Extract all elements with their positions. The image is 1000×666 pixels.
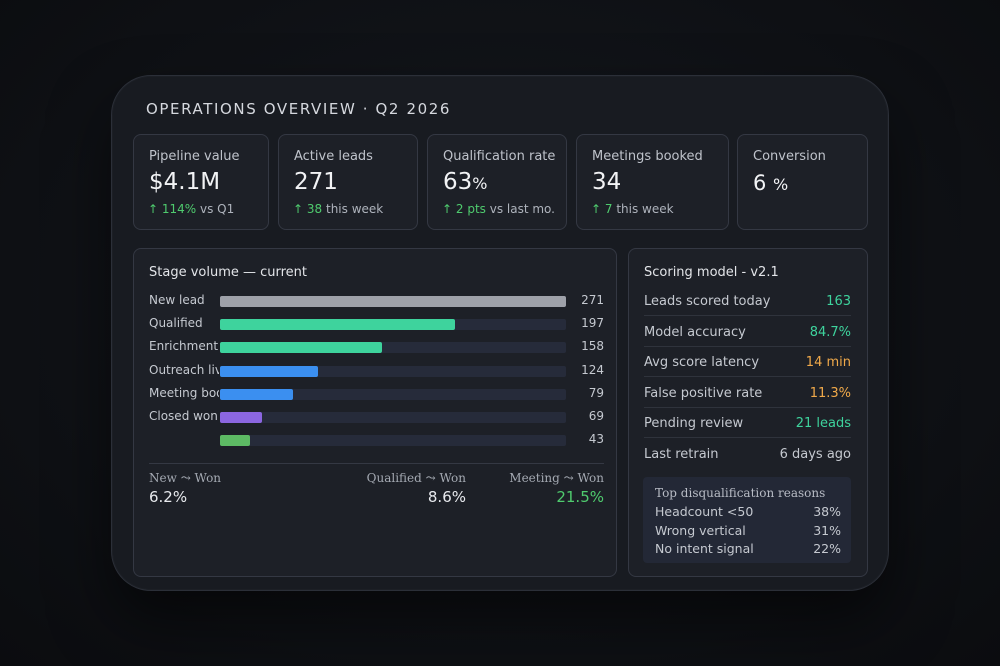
reason-name: Headcount <50: [655, 504, 754, 519]
kpi-delta: ↑ 2 pts vs last mo.: [442, 202, 555, 216]
reason-percent: 22%: [813, 541, 841, 556]
kpi-label: Active leads: [294, 149, 373, 164]
stage-volume-card: Stage volume — current New lead 271 Qualif…: [133, 248, 617, 577]
stage-name: Enrichment: [149, 339, 219, 354]
kpi-value: 6 %: [753, 171, 789, 195]
stage-count: 271: [581, 293, 604, 307]
page-title: OPERATIONS OVERVIEW · Q2 2026: [146, 100, 452, 118]
stage-bar: [220, 365, 318, 377]
reason-name: Wrong vertical: [655, 522, 746, 538]
stage-count: 197: [581, 316, 604, 331]
stage-count: 69: [588, 409, 604, 423]
stage-bar: [220, 319, 455, 331]
metric-row: Model accuracy 84.7%: [644, 317, 851, 347]
stage-bar-track: [220, 319, 566, 331]
stage-bar-track: [220, 412, 566, 423]
kpi-label: Conversion: [753, 149, 826, 164]
divider: [149, 463, 604, 464]
stage-volume-title: Stage volume — current: [149, 265, 308, 280]
arrow-up-icon: ↑: [293, 202, 304, 216]
arrow-up-icon: ↑: [442, 202, 453, 216]
stage-bar: [220, 412, 262, 423]
stage-row: Meeting booked 79: [149, 386, 604, 402]
kpi-value: $4.1M: [149, 169, 221, 195]
kpi-label: Pipeline value: [149, 149, 240, 164]
stage-bar-track: [220, 342, 566, 354]
stage-row: 43: [149, 432, 604, 448]
stage-bar-track: [220, 296, 566, 307]
metric-value: 14 min: [805, 355, 851, 371]
kpi-card-pipeline-value: Pipeline value $4.1M ↑ 114% vs Q1: [133, 134, 269, 230]
stage-bar: [220, 342, 383, 354]
kpi-delta: ↑ 38 this week: [293, 202, 384, 216]
metric-name: Leads scored today: [644, 294, 771, 309]
disqualification-reasons-box: Top disqualification reasons Headcount <…: [643, 477, 851, 563]
stage-name: Meeting booked: [149, 385, 219, 400]
stage-bar: [220, 388, 293, 400]
stage-count: 158: [581, 339, 604, 354]
conversion-qualified-to-won: Qualified ⤳ Won 8.6%: [366, 471, 466, 506]
metric-row: False positive rate 11.3%: [644, 378, 851, 408]
stage-bar-track: [220, 365, 566, 377]
metric-value: 21 leads: [795, 416, 851, 432]
metric-name: False positive rate: [644, 385, 763, 401]
kpi-value: 63%: [443, 169, 488, 195]
stage-row: Enrichment 158: [149, 339, 604, 355]
reason-percent: 38%: [813, 504, 841, 519]
conversion-new-to-won: New ⤳ Won 6.2%: [149, 471, 222, 506]
stage-row: New lead 271: [149, 293, 604, 309]
stage-bar-track: [220, 388, 566, 400]
stage-row: Outreach live 124: [149, 363, 604, 379]
reason-row: Wrong vertical 31%: [655, 523, 841, 538]
scoring-model-title: Scoring model - v2.1: [644, 265, 779, 280]
stage-row: Closed won 69: [149, 409, 604, 425]
kpi-label: Meetings booked: [592, 149, 703, 164]
stage-name: Qualified: [149, 316, 203, 331]
stage-name: New lead: [149, 293, 205, 307]
metric-name: Avg score latency: [644, 355, 760, 371]
metric-row: Avg score latency 14 min: [644, 347, 851, 378]
reason-percent: 31%: [813, 522, 841, 538]
stage-row: Qualified 197: [149, 316, 604, 332]
reason-row: Headcount <50 38%: [655, 504, 841, 519]
stage-count: 124: [581, 362, 604, 377]
kpi-card-meetings-booked: Meetings booked 34 ↑ 7 this week: [576, 134, 729, 230]
stage-name: Closed won: [149, 409, 218, 423]
kpi-delta: ↑ 7 this week: [591, 202, 674, 216]
kpi-value: 34: [592, 169, 622, 195]
stage-bar: [220, 435, 251, 447]
kpi-value: 271: [294, 169, 338, 195]
stage-count: 79: [588, 385, 604, 400]
kpi-card-conversion: Conversion 6 %: [737, 134, 868, 230]
metric-name: Pending review: [644, 416, 744, 432]
metric-value: 6 days ago: [779, 447, 851, 462]
kpi-delta: ↑ 114% vs Q1: [148, 202, 235, 216]
scoring-model-card: Scoring model - v2.1 Leads scored today 1…: [628, 248, 868, 577]
reason-name: No intent signal: [655, 541, 754, 556]
metric-row: Last retrain 6 days ago: [644, 439, 851, 469]
stage-bar-track: [220, 435, 566, 447]
kpi-card-active-leads: Active leads 271 ↑ 38 this week: [278, 134, 418, 230]
arrow-up-icon: ↑: [591, 202, 602, 216]
stage-name: Outreach live: [149, 362, 219, 377]
reason-row: No intent signal 22%: [655, 541, 841, 556]
metric-row: Pending review 21 leads: [644, 408, 851, 439]
metric-value: 163: [826, 294, 851, 309]
operations-overview-panel: OPERATIONS OVERVIEW · Q2 2026 Pipeline v…: [111, 75, 889, 591]
metric-name: Last retrain: [644, 447, 719, 462]
metric-name: Model accuracy: [644, 324, 746, 340]
metric-value: 84.7%: [809, 324, 851, 340]
kpi-card-qualification-rate: Qualification rate 63% ↑ 2 pts vs last m…: [427, 134, 567, 230]
stage-count: 43: [588, 432, 604, 447]
arrow-up-icon: ↑: [148, 202, 159, 216]
stage-bar: [220, 296, 566, 307]
metric-row: Leads scored today 163: [644, 286, 851, 316]
kpi-label: Qualification rate: [443, 149, 556, 164]
reasons-title: Top disqualification reasons: [655, 486, 826, 500]
conversion-meeting-to-won: Meeting ⤳ Won 21.5%: [509, 471, 604, 506]
metric-value: 11.3%: [809, 385, 851, 401]
